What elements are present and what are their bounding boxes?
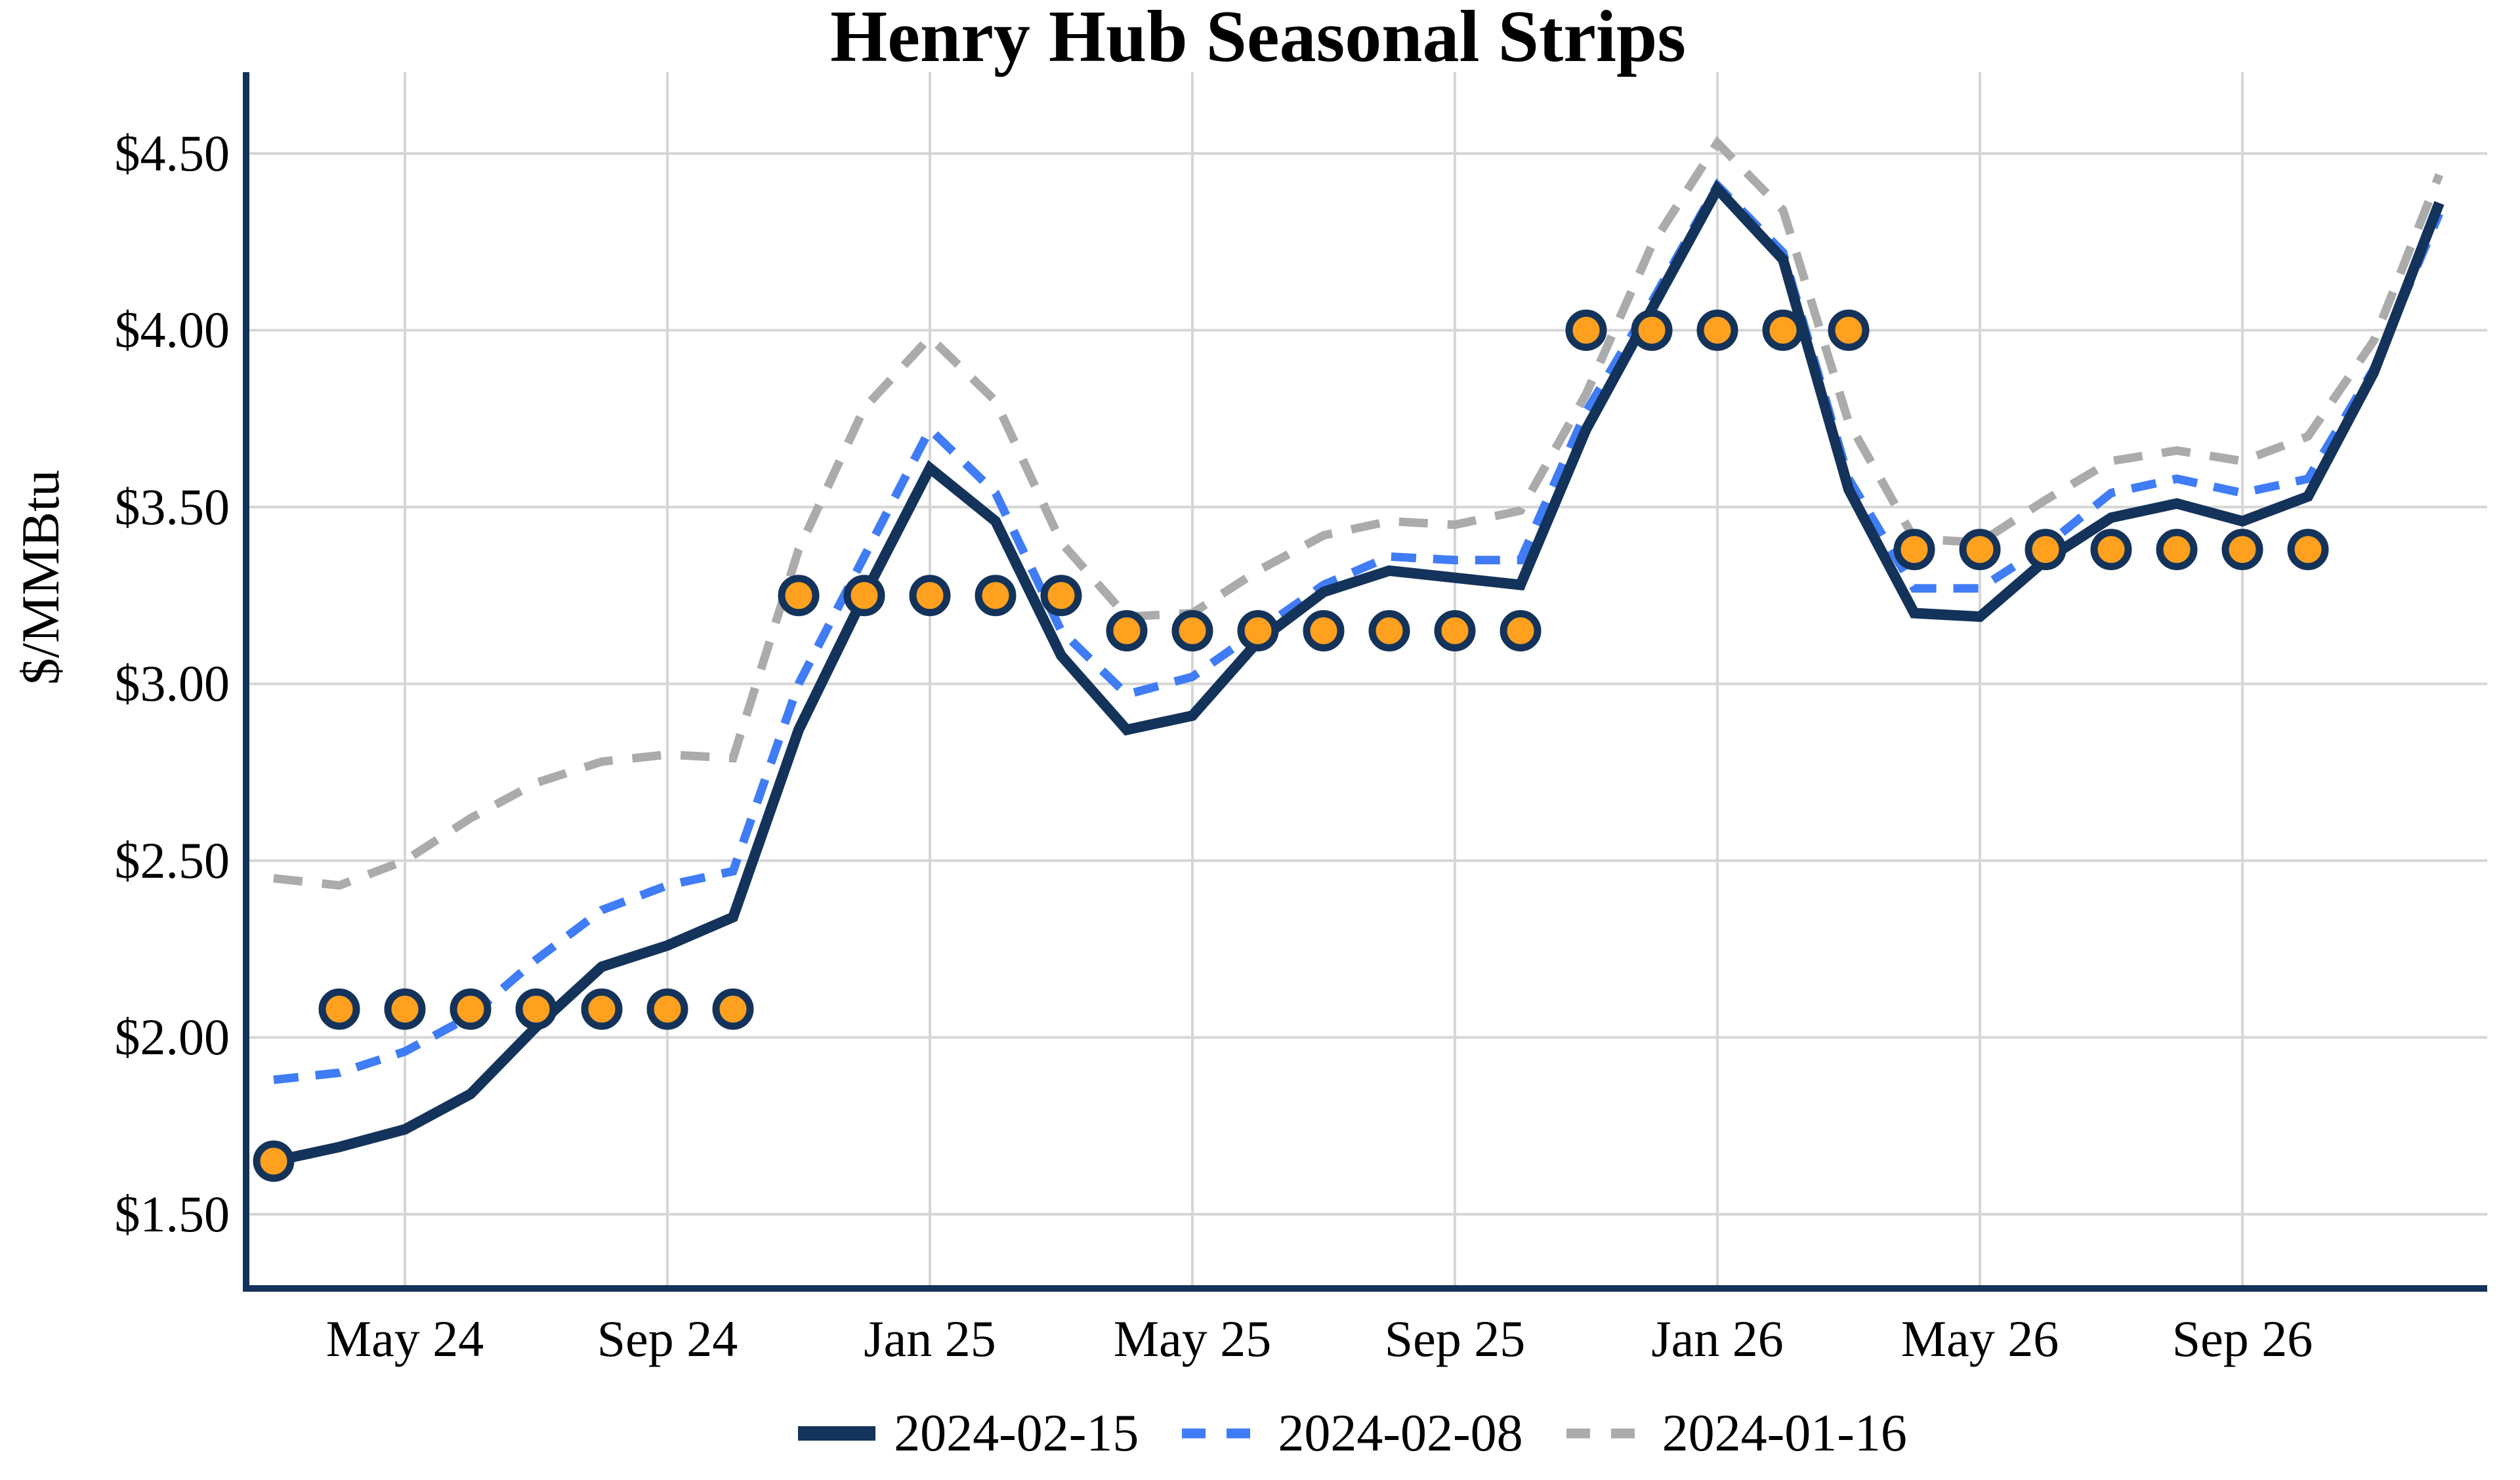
y-tick-label: $3.50 [114, 478, 230, 535]
x-tick-label: Sep 26 [2172, 1310, 2313, 1367]
strip-markers [253, 309, 2329, 1182]
strip-marker [2025, 529, 2067, 571]
x-tick-label: May 24 [326, 1310, 484, 1367]
strip-marker [909, 575, 951, 617]
series-line-2024-02-08 [273, 178, 2443, 1084]
strip-marker [975, 575, 1017, 617]
legend-swatch-dashed-line [1182, 1428, 1260, 1439]
strip-marker [843, 575, 885, 617]
strip-marker [1828, 309, 1870, 351]
strip-marker [1171, 610, 1213, 651]
strip-marker [515, 988, 557, 1030]
y-tick-label: $4.00 [114, 301, 230, 358]
legend-item-2024-02-08: 2024-02-08 [1181, 1397, 1523, 1470]
strip-marker [1959, 529, 2001, 571]
strip-marker [1500, 610, 1542, 651]
strip-marker [1106, 610, 1148, 651]
strip-marker [1368, 610, 1410, 651]
legend-item-2024-01-16: 2024-01-16 [1565, 1397, 1907, 1470]
strip-marker [253, 1140, 295, 1182]
strip-marker [1893, 529, 1935, 571]
legend-item-2024-02-15: 2024-02-15 [797, 1397, 1139, 1470]
strip-marker [1631, 309, 1673, 351]
x-tick-label: May 25 [1113, 1310, 1272, 1367]
strip-marker [384, 988, 426, 1030]
strip-marker [1565, 309, 1607, 351]
y-tick-label: $3.00 [114, 655, 230, 712]
legend-label: 2024-02-15 [894, 1405, 1139, 1462]
horizontal-gridlines [246, 152, 2487, 1216]
strip-marker [2090, 529, 2132, 571]
series-lines [272, 136, 2445, 1166]
strip-marker [1434, 610, 1476, 651]
series-line-2024-02-15 [272, 180, 2445, 1166]
strip-marker [2221, 529, 2263, 571]
strip-marker [646, 988, 688, 1030]
legend-swatch-solid-line [798, 1426, 876, 1441]
series-line-2024-01-16 [273, 136, 2444, 890]
strip-marker [1303, 610, 1345, 651]
strip-marker [1237, 610, 1279, 651]
y-tick-label: $4.50 [114, 125, 230, 182]
axis-lines [243, 72, 2487, 1292]
strip-marker [712, 988, 754, 1030]
strip-marker [450, 988, 492, 1030]
x-tick-label: Sep 25 [1384, 1310, 1526, 1367]
strip-marker [1040, 575, 1082, 617]
y-tick-label: $2.00 [114, 1008, 230, 1065]
strip-marker [318, 988, 360, 1030]
x-tick-label: Sep 24 [597, 1310, 738, 1367]
legend: 2024-02-15 2024-02-08 2024-01-16 [92, 1397, 2520, 1470]
strip-marker [2156, 529, 2198, 571]
x-tick-label: Jan 25 [864, 1310, 996, 1367]
strip-marker [1696, 309, 1738, 351]
chart-title: Henry Hub Seasonal Strips [830, 0, 1686, 77]
vertical-gridlines [404, 72, 2244, 1288]
strip-marker [2287, 529, 2329, 571]
legend-label: 2024-02-08 [1278, 1405, 1523, 1462]
x-tick-label: Jan 26 [1651, 1310, 1784, 1367]
legend-swatch-dashed-line [1566, 1428, 1644, 1439]
strip-marker [1762, 309, 1804, 351]
legend-label: 2024-01-16 [1662, 1405, 1907, 1462]
y-tick-label: $2.50 [114, 832, 230, 889]
x-tick-label: May 26 [1900, 1310, 2059, 1367]
y-tick-label: $1.50 [114, 1185, 230, 1243]
strip-marker [581, 988, 623, 1030]
strip-marker [778, 575, 820, 617]
